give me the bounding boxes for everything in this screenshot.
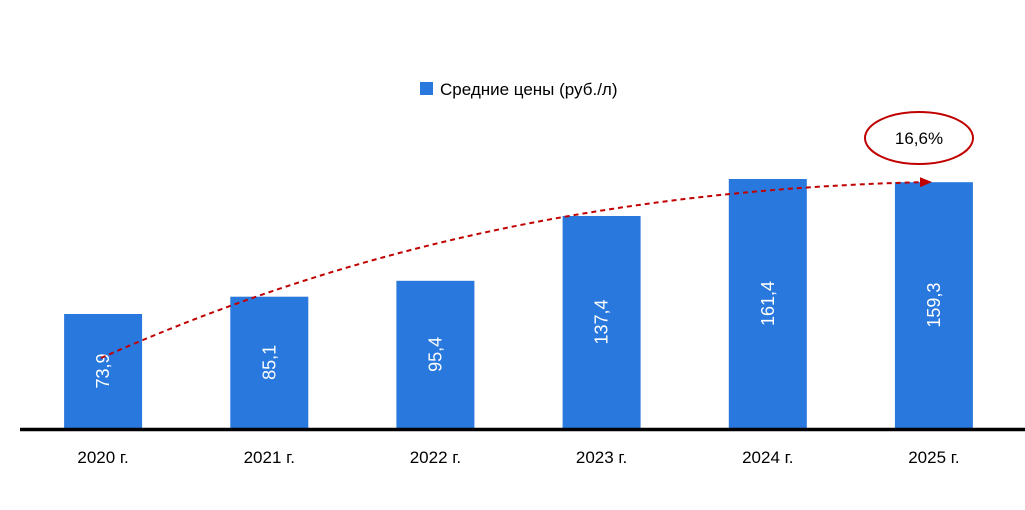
x-tick-label-0: 2020 г. [77, 448, 128, 467]
bar-2 [396, 280, 475, 428]
bar-5 [894, 182, 973, 428]
x-tick-label-1: 2021 г. [244, 448, 295, 467]
bar-3 [562, 216, 641, 428]
x-axis-ticks: 2020 г. 2021 г. 2022 г. 2023 г. 2024 г. 2025 … [77, 448, 959, 467]
x-tick-label-2: 2022 г. [410, 448, 461, 467]
bar-value-label-0: 73,9 [93, 353, 113, 388]
bar-value-label-2: 95,4 [425, 337, 445, 372]
trend-arrow [100, 177, 932, 359]
bar-value-label-4: 161,4 [758, 281, 778, 326]
growth-ellipse [864, 111, 974, 165]
legend-label: Средние цены (руб./л) [440, 80, 618, 99]
bar-0 [64, 314, 143, 428]
bar-value-label-3: 137,4 [592, 299, 612, 344]
bar-value-label-5: 159,3 [924, 283, 944, 328]
x-tick-label-4: 2024 г. [742, 448, 793, 467]
growth-annotation: 16,6% [864, 111, 974, 165]
bars-group [64, 179, 973, 428]
x-tick-label-5: 2025 г. [908, 448, 959, 467]
bar-4 [728, 179, 807, 428]
x-tick-label-3: 2023 г. [576, 448, 627, 467]
legend-swatch [420, 82, 433, 95]
growth-percent-label: 16,6% [895, 129, 943, 148]
bar-labels-group: 73,9 85,1 95,4 137,4 161,4 159,3 [93, 281, 944, 389]
bar-value-label-1: 85,1 [259, 345, 279, 380]
bar-1 [230, 296, 309, 428]
legend: Средние цены (руб./л) [420, 80, 618, 99]
